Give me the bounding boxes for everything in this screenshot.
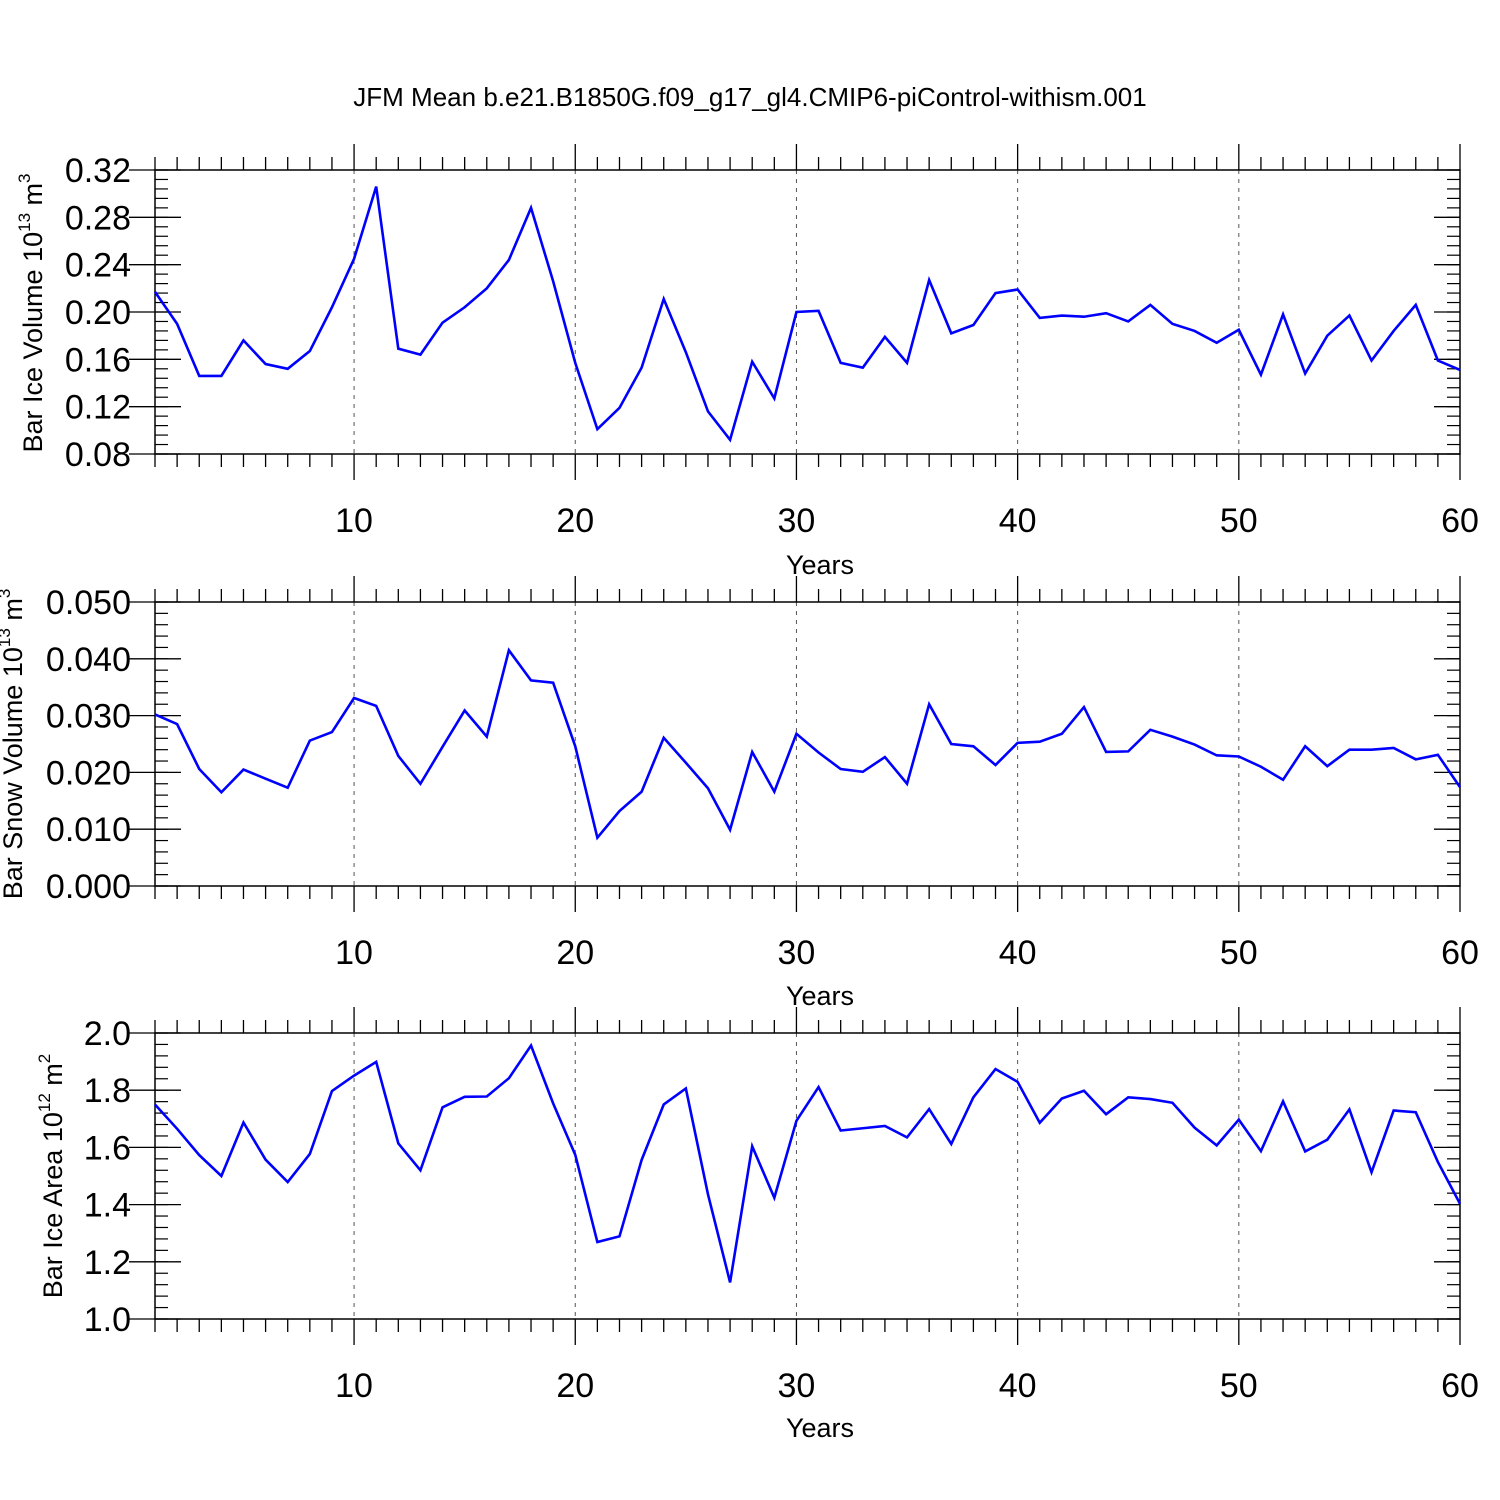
- ylabel-unit-exp: 3: [15, 173, 34, 182]
- y-tick-label: 0.16: [65, 341, 131, 379]
- x-tick-label: 20: [556, 1367, 594, 1405]
- ylabel-factor: 10: [0, 647, 28, 677]
- y-tick-label: 1.0: [84, 1301, 131, 1339]
- y-tick-label: 1.8: [84, 1072, 131, 1110]
- ylabel-space: [18, 205, 48, 213]
- ylabel-unit: m: [18, 183, 48, 206]
- series-line: [154, 1042, 1462, 1283]
- ylabel-text: Bar Ice Area: [38, 1149, 68, 1299]
- ylabel-space: [38, 1142, 68, 1150]
- panel-snow-volume: Bar Snow Volume 1013 m3 Years 0.0000.010…: [0, 576, 1479, 1011]
- x-tick-label: 10: [335, 1367, 373, 1405]
- x-tick-label: 30: [778, 502, 816, 540]
- plot-frame: [154, 169, 1461, 455]
- y-tick-label: 0.010: [46, 811, 131, 849]
- y-tick-label: 1.6: [84, 1129, 131, 1167]
- ylabel-factor: 10: [38, 1112, 68, 1142]
- y-tick-label: 0.08: [65, 436, 131, 474]
- ylabel-unit: m: [38, 1063, 68, 1086]
- y-tick-label: 0.32: [65, 152, 131, 190]
- y-tick-label: 0.12: [65, 389, 131, 427]
- ylabel-ice-area: Bar Ice Area 1012 m2: [35, 1054, 68, 1299]
- y-tick-label: 2.0: [84, 1015, 131, 1053]
- y-tick-label: 0.24: [65, 247, 131, 285]
- x-tick-label: 50: [1220, 502, 1258, 540]
- x-tick-label: 20: [556, 934, 594, 972]
- ylabel-snow-volume: Bar Snow Volume 1013 m3: [0, 589, 28, 900]
- ylabel-space: [0, 621, 28, 629]
- x-tick-label: 30: [778, 1367, 816, 1405]
- x-tick-label: 40: [999, 1367, 1037, 1405]
- panel-ice-volume: Bar Ice Volume 1013 m3 Years 0.080.120.1…: [15, 144, 1479, 580]
- ylabel-unit-exp: 3: [0, 589, 14, 598]
- x-tick-label: 10: [335, 934, 373, 972]
- y-tick-label: 0.000: [46, 868, 131, 906]
- y-tick-label: 1.4: [84, 1187, 131, 1225]
- x-tick-label: 60: [1441, 502, 1479, 540]
- panel-ice-area: Bar Ice Area 1012 m2 Years 1.01.21.41.61…: [35, 1007, 1479, 1443]
- series-line: [153, 186, 1461, 443]
- ylabel-text: Bar Ice Volume: [18, 269, 48, 452]
- plot-frame: [154, 601, 1461, 887]
- xlabel-ice-volume: Years: [786, 550, 854, 580]
- x-tick-label: 50: [1220, 1367, 1258, 1405]
- x-tick-label: 40: [999, 502, 1037, 540]
- x-tick-label: 10: [335, 502, 373, 540]
- x-tick-label: 60: [1441, 934, 1479, 972]
- y-tick-label: 0.28: [65, 199, 131, 237]
- x-tick-label: 20: [556, 502, 594, 540]
- y-tick-label: 0.20: [65, 294, 131, 332]
- xlabel-snow-volume: Years: [786, 981, 854, 1011]
- y-tick-label: 1.2: [84, 1244, 131, 1282]
- ylabel-text: Bar Snow Volume: [0, 685, 28, 900]
- xlabel-ice-area: Years: [786, 1413, 854, 1443]
- x-tick-label: 40: [999, 934, 1037, 972]
- ylabel-unit-exp: 2: [35, 1054, 54, 1063]
- ylabel-exp: 12: [35, 1093, 54, 1112]
- figure-title: JFM Mean b.e21.B1850G.f09_g17_gl4.CMIP6-…: [353, 82, 1146, 112]
- ylabel-ice-volume: Bar Ice Volume 1013 m3: [15, 173, 48, 452]
- ylabel-factor: 10: [18, 232, 48, 262]
- plot-frame: [154, 1032, 1461, 1320]
- y-tick-label: 0.020: [46, 754, 131, 792]
- x-tick-label: 50: [1220, 934, 1258, 972]
- y-tick-label: 0.030: [46, 698, 131, 736]
- y-tick-label: 0.040: [46, 641, 131, 679]
- ylabel-space: [18, 262, 48, 270]
- series-line: [154, 647, 1462, 841]
- ylabel-space: [38, 1086, 68, 1094]
- ylabel-unit: m: [0, 598, 28, 621]
- x-tick-label: 60: [1441, 1367, 1479, 1405]
- y-tick-label: 0.050: [46, 584, 131, 622]
- ylabel-space: [0, 677, 28, 685]
- ylabel-exp: 13: [0, 628, 14, 647]
- x-tick-label: 30: [778, 934, 816, 972]
- ylabel-exp: 13: [15, 213, 34, 232]
